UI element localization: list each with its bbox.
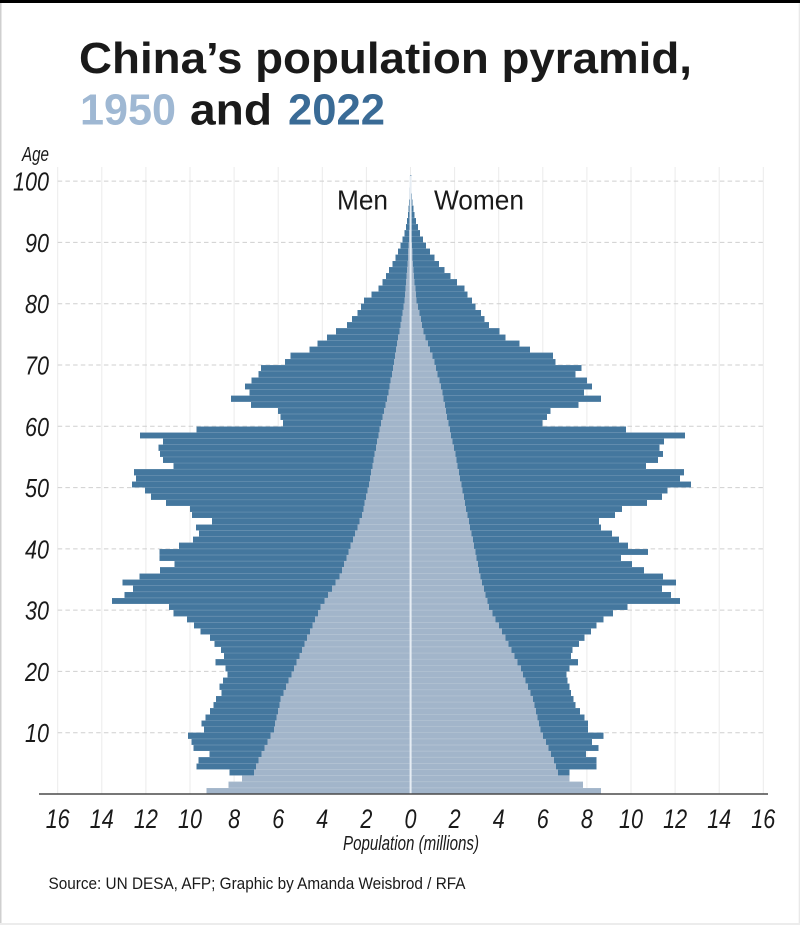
svg-text:Population (millions): Population (millions) [343,833,479,855]
svg-text:2: 2 [448,804,461,834]
svg-text:16: 16 [46,804,71,834]
svg-text:80: 80 [25,289,49,319]
svg-text:8: 8 [581,804,593,834]
svg-text:14: 14 [90,804,114,834]
svg-text:2: 2 [360,804,373,834]
svg-text:12: 12 [134,804,158,834]
svg-text:12: 12 [663,804,687,834]
svg-text:16: 16 [751,804,776,834]
svg-text:Men: Men [337,185,388,216]
svg-text:60: 60 [25,412,49,442]
svg-text:China’s population pyramid,: China’s population pyramid, [79,34,692,83]
svg-text:and: and [190,86,272,135]
svg-text:Women: Women [434,185,524,216]
svg-text:4: 4 [493,804,505,834]
svg-text:Source: UN DESA, AFP; Graphic: Source: UN DESA, AFP; Graphic by Amanda … [49,874,467,893]
svg-text:10: 10 [619,804,643,834]
svg-text:4: 4 [316,804,328,834]
svg-text:40: 40 [25,534,49,564]
svg-text:2022: 2022 [288,86,385,135]
svg-text:50: 50 [25,473,49,503]
svg-text:10: 10 [178,804,202,834]
svg-text:0: 0 [405,804,417,834]
svg-text:100: 100 [13,167,49,197]
svg-text:8: 8 [228,804,240,834]
svg-text:70: 70 [25,351,49,381]
svg-text:20: 20 [24,657,49,687]
svg-text:Age: Age [21,144,49,166]
svg-text:6: 6 [537,804,550,834]
svg-text:90: 90 [25,228,49,258]
svg-text:30: 30 [25,596,49,626]
svg-text:10: 10 [25,718,49,748]
svg-text:1950: 1950 [80,86,176,135]
svg-text:6: 6 [272,804,285,834]
svg-text:14: 14 [707,804,731,834]
